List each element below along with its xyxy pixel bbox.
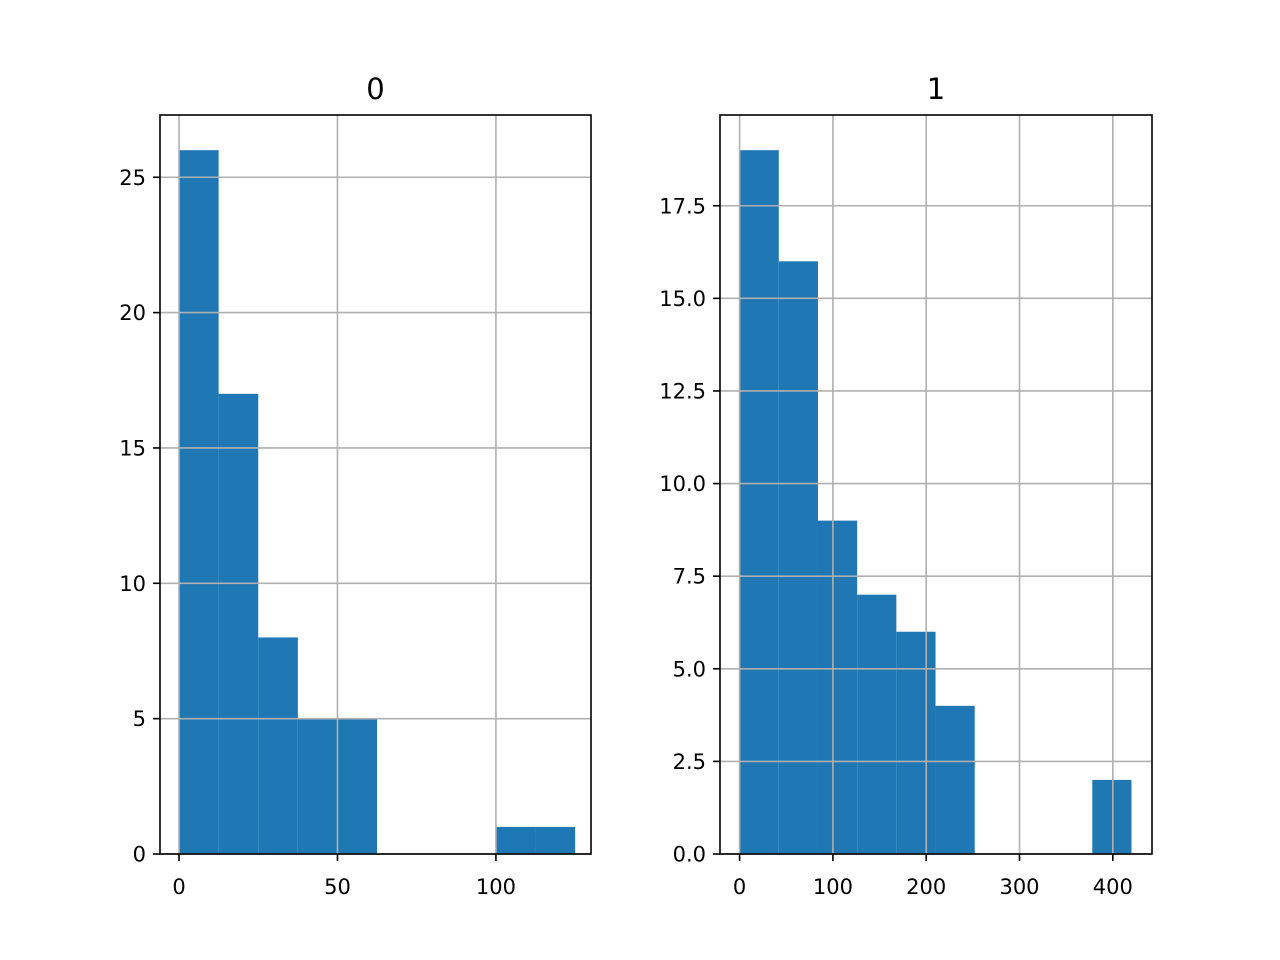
histogram-bar-0-4 <box>337 718 378 854</box>
histogram-panel-0: 0 50 100 0 5 10 15 20 25 0 <box>119 72 592 899</box>
x-tick-label-1-2: 200 <box>906 875 946 899</box>
y-tick-label-1-1: 2.5 <box>673 750 706 774</box>
histogram-bar-1-9 <box>1092 779 1132 854</box>
x-tick-label-1-3: 300 <box>999 875 1039 899</box>
histogram-panel-1: 0 100 200 300 400 0.0 2.5 5.0 7.5 10.0 12.5 15.0 17.… <box>659 72 1153 899</box>
panel-title-0: 0 <box>366 72 384 106</box>
x-tick-label-0-2: 100 <box>476 875 516 899</box>
histogram-bar-0-3 <box>297 718 338 854</box>
x-tick-label-0-0: 0 <box>172 875 185 899</box>
histogram-bar-1-3 <box>857 594 897 854</box>
histogram-bar-1-0 <box>739 150 779 854</box>
histogram-bar-1-4 <box>896 631 936 854</box>
y-tick-label-1-5: 12.5 <box>659 379 706 403</box>
histogram-bar-0-9 <box>535 826 576 854</box>
histogram-bar-1-2 <box>817 520 858 854</box>
y-tick-label-1-7: 17.5 <box>659 194 706 218</box>
y-tick-label-0-2: 10 <box>119 572 146 596</box>
y-tick-label-1-6: 15.0 <box>659 287 706 311</box>
x-tick-label-1-0: 0 <box>733 875 746 899</box>
y-tick-label-0-4: 20 <box>119 301 146 325</box>
histogram-bar-0-2 <box>258 637 298 854</box>
y-tick-label-0-3: 15 <box>119 436 146 460</box>
y-tick-label-1-4: 10.0 <box>659 472 706 496</box>
y-tick-label-0-1: 5 <box>133 707 146 731</box>
axes-frame-0 <box>159 114 592 855</box>
histogram-bar-0-0 <box>179 150 219 854</box>
y-tick-label-1-2: 5.0 <box>673 657 706 681</box>
x-tick-label-0-1: 50 <box>324 875 351 899</box>
x-tick-label-1-1: 100 <box>813 875 853 899</box>
y-tick-label-0-5: 25 <box>119 166 146 190</box>
y-tick-label-0-0: 0 <box>133 843 146 867</box>
histogram-bar-0-8 <box>495 826 536 854</box>
panel-title-1: 1 <box>927 72 945 106</box>
y-tick-label-1-3: 7.5 <box>673 565 706 589</box>
histogram-bar-1-1 <box>778 261 818 854</box>
histogram-bar-1-5 <box>935 705 975 854</box>
axes-frame-1 <box>719 114 1153 855</box>
x-tick-label-1-4: 400 <box>1093 875 1133 899</box>
y-tick-label-1-0: 0.0 <box>673 843 706 867</box>
histogram-bar-0-1 <box>218 393 259 854</box>
